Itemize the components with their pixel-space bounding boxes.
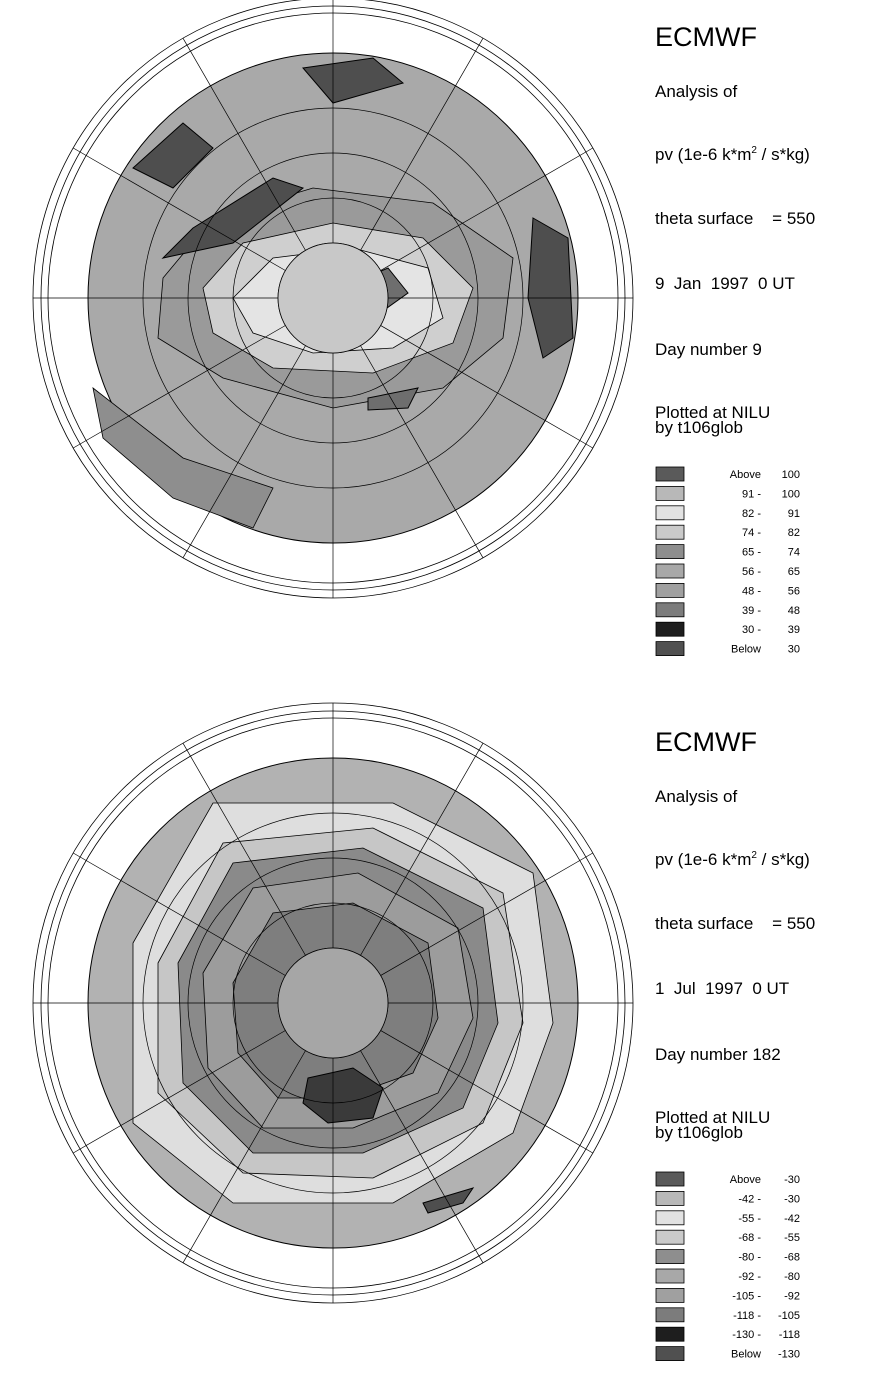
legend-low: Below [731, 1349, 761, 1361]
legend-swatch [656, 642, 684, 656]
legend-high: -55 [784, 1232, 800, 1244]
plotted-by-label: by t106glob [655, 418, 743, 437]
title: ECMWF [655, 727, 757, 757]
legend-swatch [656, 1230, 684, 1244]
legend-high: 30 [788, 644, 800, 656]
legend-swatch [656, 545, 684, 559]
legend-swatch [656, 603, 684, 617]
legend-swatch [656, 467, 684, 481]
legend-low: 65 - [742, 547, 761, 559]
legend-high: 74 [788, 547, 800, 559]
analysis-label: Analysis of [655, 787, 737, 806]
legend-swatch [656, 1191, 684, 1205]
legend-swatch [656, 1288, 684, 1302]
legend-low: -92 - [738, 1271, 761, 1283]
legend-high: 82 [788, 527, 800, 539]
day-label: Day number 182 [655, 1045, 781, 1064]
legend-swatch [656, 564, 684, 578]
legend-high: 56 [788, 585, 800, 597]
map [33, 0, 633, 598]
title: ECMWF [655, 22, 757, 52]
legend-high: 100 [782, 488, 800, 500]
theta-label: theta surface = 550 [655, 914, 815, 933]
legend-swatch [656, 1269, 684, 1283]
legend-low: -42 - [738, 1193, 761, 1205]
date-label: 9 Jan 1997 0 UT [655, 274, 795, 293]
legend-low: 48 - [742, 585, 761, 597]
legend-low: -55 - [738, 1213, 761, 1225]
legend-low: 56 - [742, 566, 761, 578]
legend-low: -80 - [738, 1252, 761, 1264]
day-label: Day number 9 [655, 340, 762, 359]
date-label: 1 Jul 1997 0 UT [655, 979, 789, 998]
legend-high: -30 [784, 1193, 800, 1205]
variable-text: / s*kg) [757, 850, 810, 869]
legend-swatch [656, 506, 684, 520]
legend-low: 91 - [742, 488, 761, 500]
pole-cap [278, 948, 388, 1058]
legend-high: -118 [779, 1329, 800, 1341]
analysis-label: Analysis of [655, 82, 737, 101]
legend-high: 48 [788, 605, 800, 617]
legend-low: 82 - [742, 508, 761, 520]
variable-text: pv (1e-6 k*m [655, 145, 751, 164]
page: ECMWF Analysis of pv (1e-6 k*m2 / s*kg) the… [0, 0, 880, 1385]
legend-low: -118 - [733, 1310, 761, 1322]
legend-swatch [656, 583, 684, 597]
legend-swatch [656, 1327, 684, 1341]
legend-high: 91 [788, 508, 800, 520]
legend-swatch [656, 1347, 684, 1361]
variable-label: pv (1e-6 k*m2 / s*kg) [655, 850, 810, 869]
legend-high: 65 [788, 566, 800, 578]
legend-swatch [656, 1308, 684, 1322]
legend-low: -130 - [732, 1329, 761, 1341]
theta-label: theta surface = 550 [655, 209, 815, 228]
variable-text: pv (1e-6 k*m [655, 850, 751, 869]
legend-low: 39 - [742, 605, 761, 617]
legend-low: Above [730, 469, 761, 481]
legend-swatch [656, 1211, 684, 1225]
legend-high: -92 [784, 1290, 800, 1302]
legend-swatch [656, 1250, 684, 1264]
legend-swatch [656, 525, 684, 539]
variable-text: / s*kg) [757, 145, 810, 164]
legend-high: -42 [784, 1213, 800, 1225]
legend-swatch [656, 486, 684, 500]
variable-label: pv (1e-6 k*m2 / s*kg) [655, 145, 810, 164]
legend-low: 30 - [742, 624, 761, 636]
pole-cap [278, 243, 388, 353]
legend-low: Above [730, 1174, 761, 1186]
legend-low: -105 - [732, 1290, 761, 1302]
legend-high: 39 [788, 624, 800, 636]
legend-low: -68 - [738, 1232, 761, 1244]
legend-swatch [656, 1172, 684, 1186]
legend-high: -130 [778, 1349, 800, 1361]
plotted-by-label: by t106glob [655, 1123, 743, 1142]
legend-high: -68 [784, 1252, 800, 1264]
legend-high: -30 [784, 1174, 800, 1186]
legend-high: 100 [782, 469, 800, 481]
legend-swatch [656, 622, 684, 636]
legend-high: -80 [784, 1271, 800, 1283]
legend-low: Below [731, 644, 761, 656]
legend-high: -105 [778, 1310, 800, 1322]
map [33, 703, 633, 1303]
legend-low: 74 - [742, 527, 761, 539]
